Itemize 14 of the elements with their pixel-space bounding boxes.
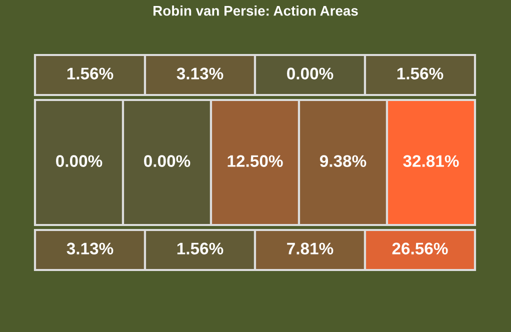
text: Robin van Persie: Action Areas	[154, 6, 358, 16]
data-label: 1.56%	[67, 68, 114, 80]
data-label: 3.13%	[66, 242, 114, 254]
data-label: 7.81%	[287, 242, 334, 254]
data-label: 1.56%	[177, 242, 224, 254]
data-label: 26.56%	[392, 242, 448, 254]
data-label: 1.56%	[397, 68, 444, 80]
data-label: 0.00%	[56, 155, 102, 167]
data-label: 9.38%	[320, 155, 366, 167]
data-label: 0.00%	[144, 155, 190, 167]
data-label: 3.13%	[176, 68, 224, 80]
data-label: 12.50%	[228, 155, 283, 167]
data-label: 0.00%	[287, 68, 334, 80]
data-label: 32.81%	[403, 155, 459, 167]
